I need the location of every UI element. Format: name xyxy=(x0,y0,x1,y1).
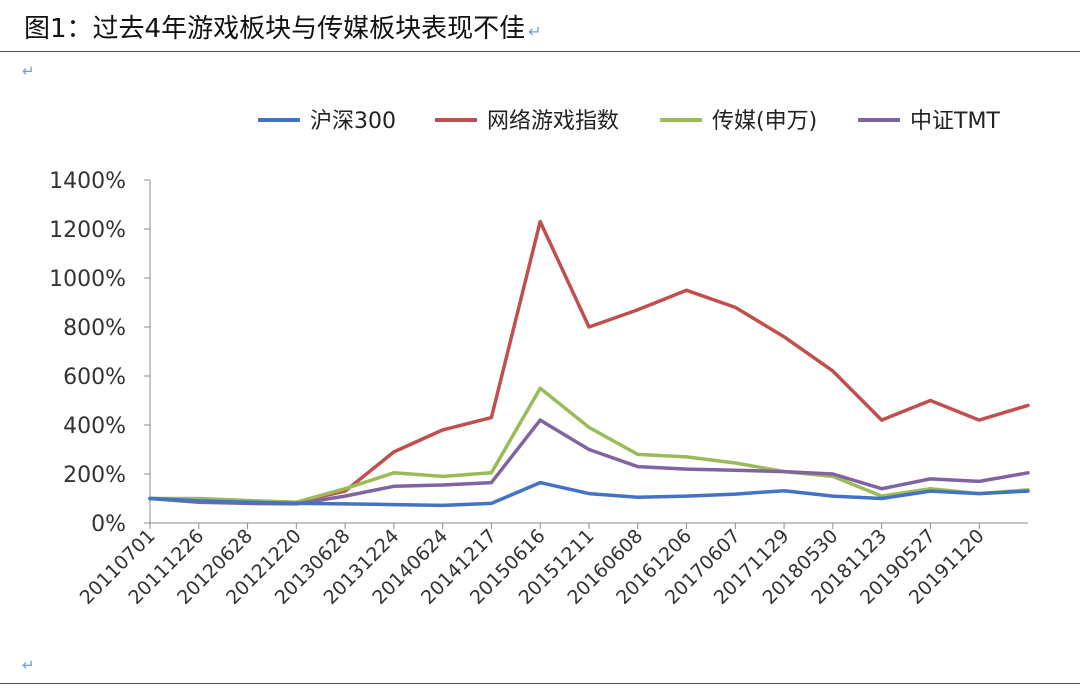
y-tick-label: 1200% xyxy=(49,218,126,243)
y-tick-label: 1000% xyxy=(49,267,126,292)
x-axis: 2011070120111226201206282012122020130628… xyxy=(76,523,989,609)
header-rule xyxy=(0,51,1080,52)
series-line-网络游戏指数 xyxy=(148,219,1030,504)
legend-label: 传媒(申万) xyxy=(712,109,817,134)
legend-label: 中证TMT xyxy=(910,109,1000,134)
footer-rule xyxy=(0,683,1080,684)
chart-legend: 沪深300 网络游戏指数 传媒(申万) 中证TMT xyxy=(258,109,1000,134)
figure-header: 图1：过去4年游戏板块与传媒板块表现不佳 ↵ xyxy=(0,0,1080,50)
series-line-沪深300 xyxy=(148,480,1030,508)
y-tick-label: 800% xyxy=(63,316,126,341)
y-tick-label: 200% xyxy=(63,463,126,488)
y-tick-label: 600% xyxy=(63,365,126,390)
figure-title: 图1：过去4年游戏板块与传媒板块表现不佳 ↵ xyxy=(24,14,542,44)
paragraph-mark-icon: ↵ xyxy=(22,656,35,674)
chart-area: 沪深300 网络游戏指数 传媒(申万) 中证TMT 0% 200% 400% 600% 800… xyxy=(0,90,1080,650)
y-tick-label: 0% xyxy=(91,512,126,537)
paragraph-mark-icon: ↵ xyxy=(22,62,35,80)
plot-lines xyxy=(148,219,1030,508)
return-mark-icon: ↵ xyxy=(528,22,542,41)
line-chart: 沪深300 网络游戏指数 传媒(申万) 中证TMT 0% 200% 400% 600% 800… xyxy=(49,109,1030,609)
y-tick-label: 400% xyxy=(63,414,126,439)
legend-label: 沪深300 xyxy=(310,109,396,134)
legend-label: 网络游戏指数 xyxy=(487,109,619,134)
y-tick-label: 1400% xyxy=(49,169,126,194)
series-line-中证TMT xyxy=(148,418,1030,506)
